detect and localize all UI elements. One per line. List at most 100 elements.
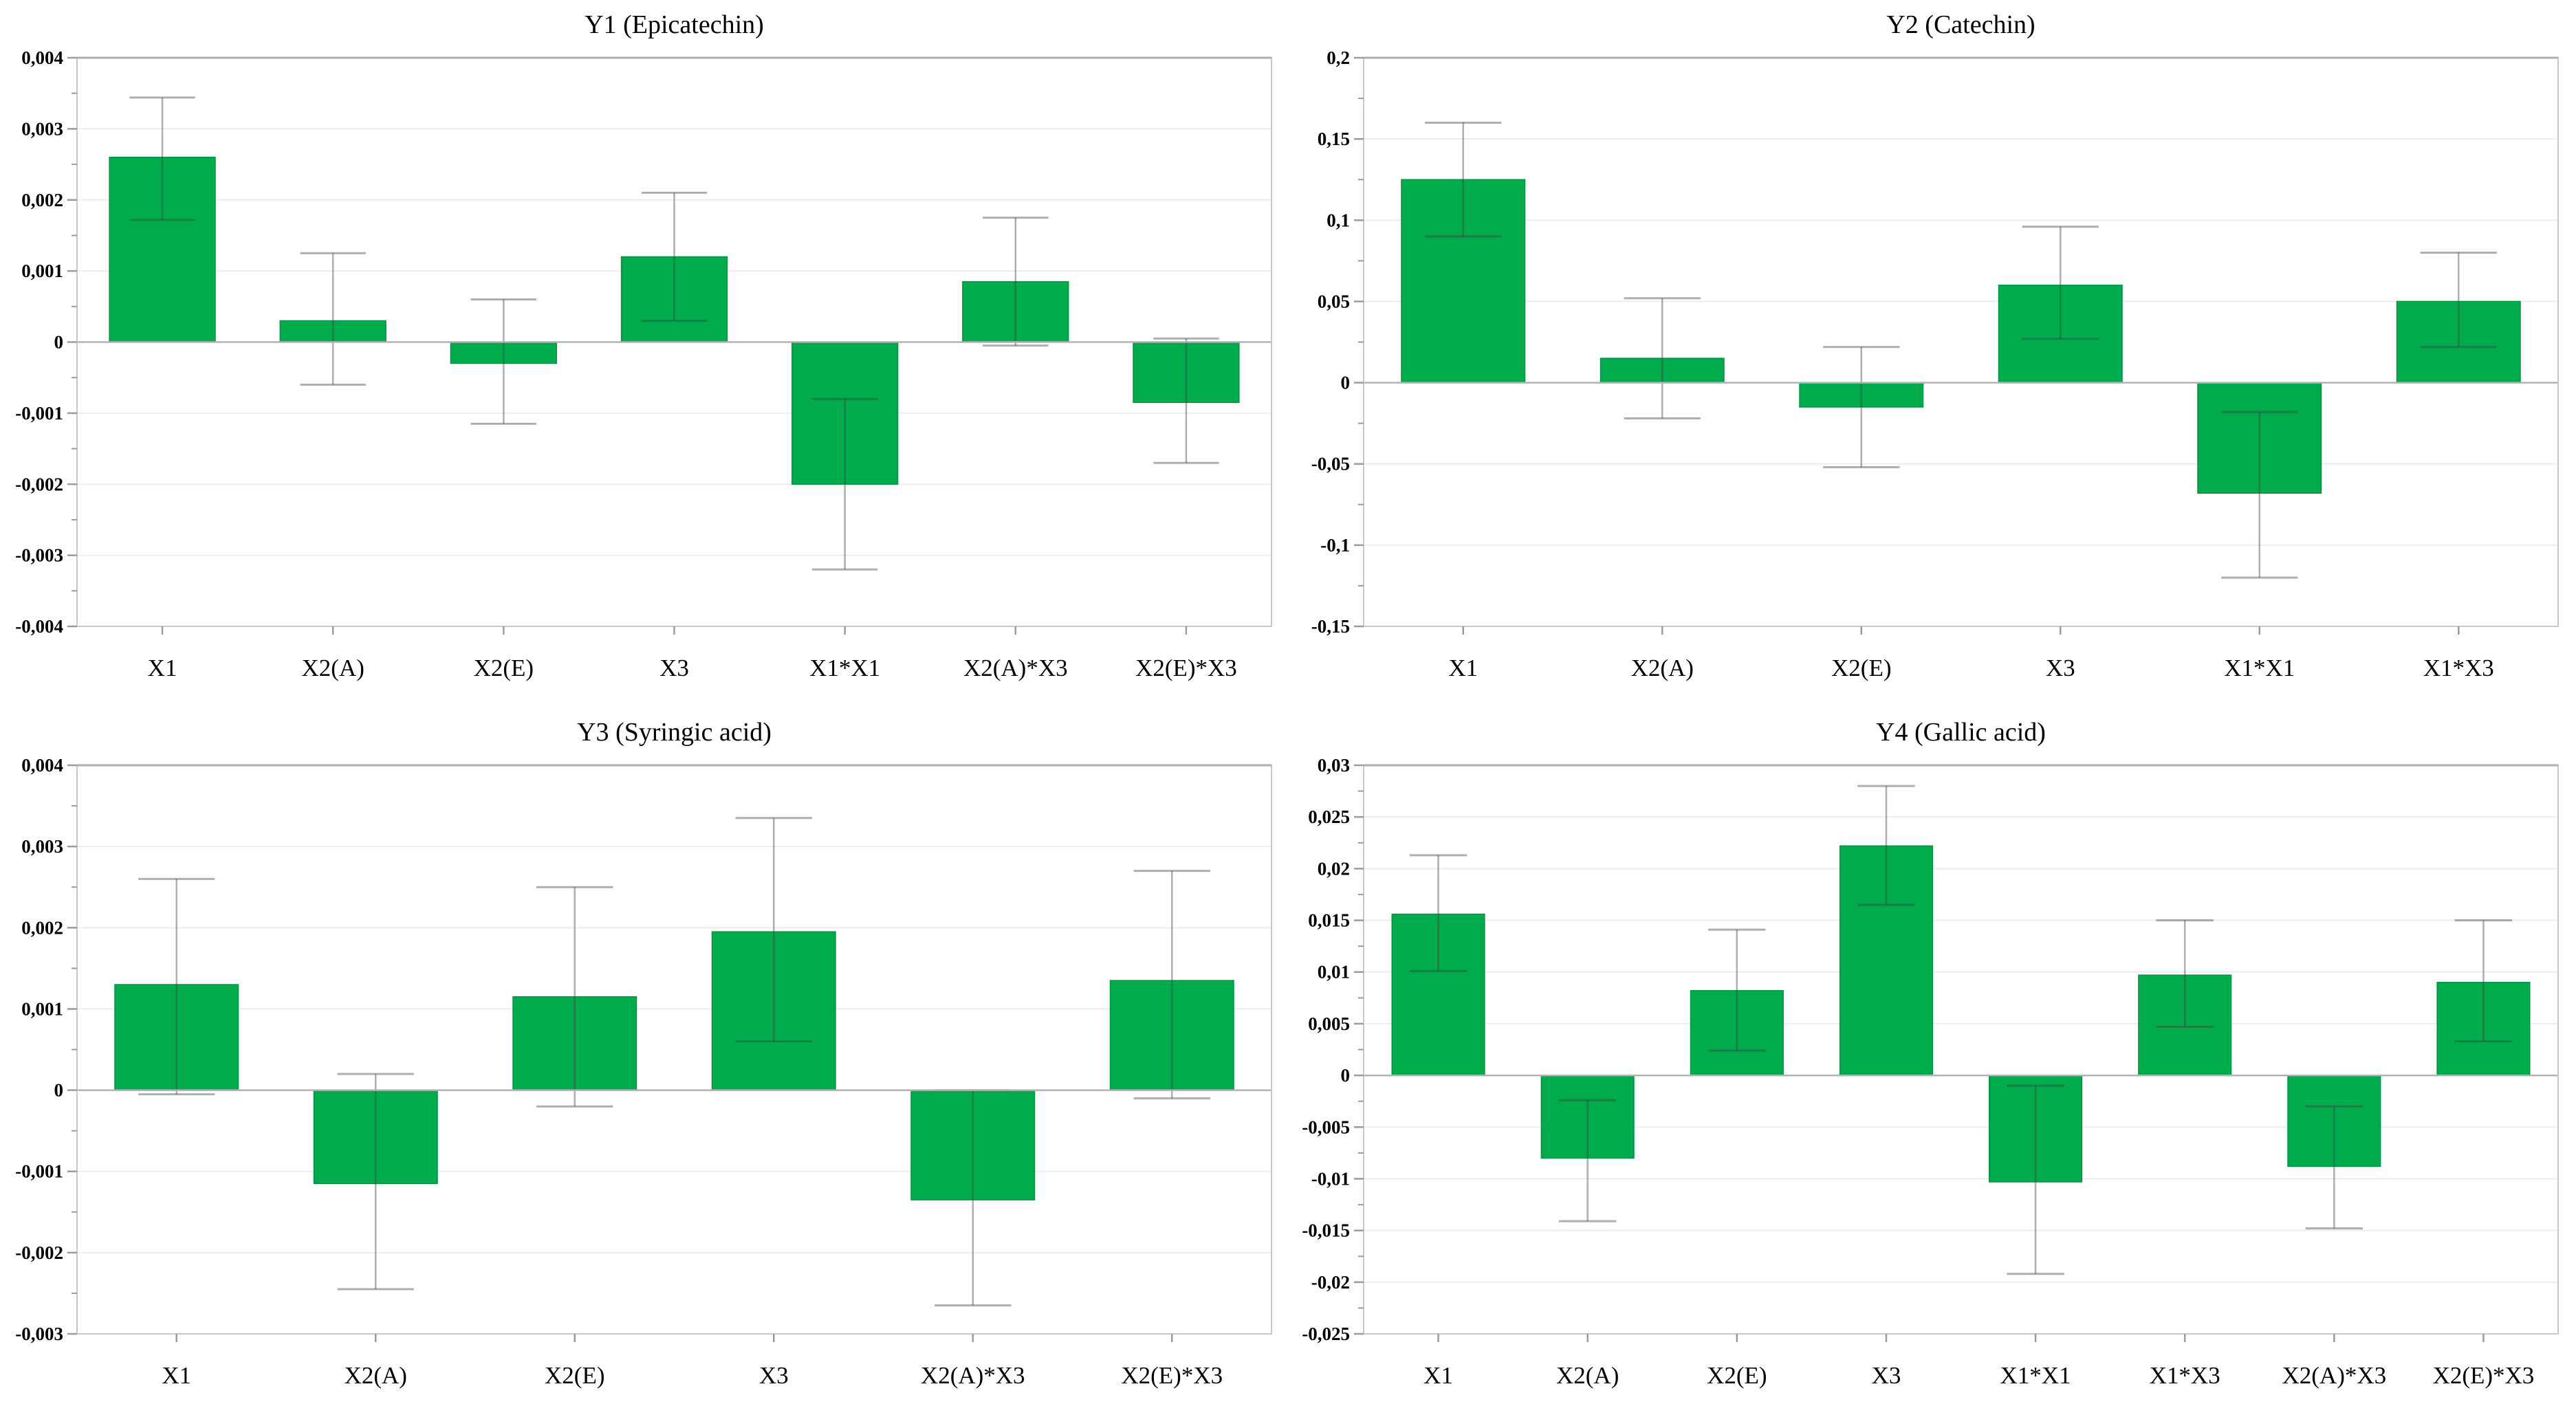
x-category-label: X2(E) <box>1831 655 1891 681</box>
bar-X1*X3 <box>2138 974 2232 1076</box>
bar-X2(E)*X3 <box>2436 982 2531 1076</box>
error-bar-X2(E) <box>1708 928 1766 1052</box>
bar-X1*X1 <box>1989 1075 2083 1183</box>
chart-canvas: 0,004 0,003 0,002 0,001 0 -0,001 -0,002 -0,003 -… <box>6 4 1284 703</box>
bar-X1*X1 <box>791 341 899 485</box>
y-tick-label: 0 <box>1341 1065 1351 1086</box>
x-category-label: X3 <box>2046 655 2075 681</box>
bar-X2(A)*X3 <box>962 281 1069 343</box>
y-tick-label: 0,002 <box>21 917 63 938</box>
chart-panel-y1-epicatechin: Y1 (Epicatechin) 0,004 0,003 0,002 0,001 0 -0… <box>6 4 1284 703</box>
x-category-label: X2(A) <box>1556 1362 1619 1389</box>
y-tick-label: 0,2 <box>1327 47 1350 68</box>
bar-X2(E) <box>1799 382 1924 408</box>
bar-X2(E) <box>512 996 637 1091</box>
error-bar-X2(E) <box>1823 346 1900 468</box>
y-tick-label: -0,1 <box>1320 535 1350 556</box>
y-tick-label: -0,002 <box>15 474 63 494</box>
chart-canvas: 0,2 0,15 0,1 0,05 0 -0,05 -0,1 -0,15 X1 X2(A) X2(E… <box>1292 4 2570 703</box>
y-tick-label: -0,015 <box>1302 1220 1350 1241</box>
x-category-label: X2(A)*X3 <box>921 1362 1025 1389</box>
error-bar-X1*X3 <box>2156 919 2214 1028</box>
y-tick-label: -0,01 <box>1311 1168 1350 1189</box>
y-tick-label: -0,004 <box>15 616 63 637</box>
y-tick-label: 0 <box>1341 373 1351 393</box>
error-bar-X2(A) <box>1624 297 1701 420</box>
x-category-label: X2(E) <box>474 655 534 681</box>
error-bar-X2(A) <box>337 1073 414 1291</box>
y-tick-label: 0 <box>54 1080 64 1101</box>
y-tick-label: -0,003 <box>15 545 63 566</box>
x-category-label: X2(E) <box>1707 1362 1767 1389</box>
error-bar-X1 <box>1425 122 1502 238</box>
y-tick-label: -0,05 <box>1311 454 1350 474</box>
error-bar-X2(A)*X3 <box>2305 1105 2364 1230</box>
bar-X1 <box>114 984 239 1091</box>
error-bar-X2(E) <box>536 886 613 1108</box>
y-tick-label: -0,001 <box>15 403 63 424</box>
bar-X1 <box>109 156 216 343</box>
bar-X2(A) <box>313 1089 438 1185</box>
y-tick-label: -0,002 <box>15 1242 63 1263</box>
x-category-label: X1 <box>148 655 177 681</box>
y-tick-label: 0,15 <box>1318 129 1350 149</box>
error-bar-X1*X3 <box>2420 252 2497 349</box>
y-tick-label: 0,004 <box>21 755 63 776</box>
x-category-label: X1*X3 <box>2150 1362 2220 1389</box>
bar-X3 <box>1839 845 1933 1076</box>
bar-X1 <box>1401 179 1526 384</box>
bar-X2(A) <box>279 320 386 343</box>
bar-X2(A) <box>1540 1075 1635 1159</box>
x-category-label: X3 <box>1872 1362 1901 1389</box>
x-category-label: X1 <box>162 1362 191 1389</box>
chart-canvas: 0,03 0,025 0,02 0,015 0,01 0,005 0 -0,005 -0,01 -… <box>1292 712 2570 1411</box>
y-tick-label: 0 <box>54 332 64 353</box>
bar-X3 <box>1998 285 2123 384</box>
bar-X2(E) <box>450 341 558 364</box>
chart-canvas: 0,004 0,003 0,002 0,001 0 -0,001 -0,002 -0,003 X… <box>6 712 1284 1411</box>
y-tick-label: 0,025 <box>1308 807 1350 827</box>
x-category-label: X2(A) <box>302 655 364 681</box>
bar-chart-svg: 0,03 0,025 0,02 0,015 0,01 0,005 0 -0,005 -0,01 -… <box>1302 755 2559 1389</box>
bar-X3 <box>711 931 836 1091</box>
x-category-label: X2(E)*X3 <box>1121 1362 1223 1389</box>
error-bar-X1 <box>138 877 215 1095</box>
x-category-label: X1 <box>1423 1362 1453 1389</box>
plot-border <box>1363 765 2559 1335</box>
chart-panel-y2-catechin: Y2 (Catechin) 0,2 0,15 0,1 0,05 0 -0,05 -0,1 -0… <box>1292 4 2570 703</box>
error-bar-X1*X1 <box>2221 410 2298 579</box>
y-tick-label: 0,03 <box>1318 755 1350 776</box>
error-bar-X1*X1 <box>811 397 878 571</box>
error-bar-X3 <box>2022 226 2099 340</box>
error-bar-X2(E)*X3 <box>1133 870 1210 1099</box>
x-category-label: X2(E)*X3 <box>2433 1362 2535 1389</box>
y-tick-label: -0,001 <box>15 1161 63 1182</box>
x-category-label: X1*X1 <box>2224 655 2295 681</box>
y-tick-label: 0,05 <box>1318 291 1350 311</box>
x-category-label: X2(A)*X3 <box>963 655 1068 681</box>
y-tick-label: 0,005 <box>1308 1013 1350 1034</box>
error-bar-X2(E)*X3 <box>1153 337 1219 464</box>
bar-X2(E) <box>1690 990 1784 1076</box>
bar-X1*X1 <box>2197 382 2322 494</box>
error-bar-X2(E)*X3 <box>2454 919 2513 1042</box>
error-bar-X3 <box>735 817 812 1043</box>
x-category-label: X3 <box>659 655 689 681</box>
bar-X1 <box>1391 913 1485 1076</box>
error-bar-X2(A) <box>1558 1099 1617 1222</box>
y-tick-label: 0,001 <box>21 998 63 1019</box>
error-bar-X1*X1 <box>2007 1084 2064 1275</box>
x-category-label: X1*X1 <box>809 655 880 681</box>
y-tick-label: 0,004 <box>21 47 63 68</box>
error-bar-X1 <box>1409 854 1467 972</box>
chart-panel-y3-syringic-acid: Y3 (Syringic acid) 0,004 0,003 0,002 0,001 0… <box>6 712 1284 1411</box>
y-tick-label: 0,003 <box>21 836 63 857</box>
bar-X2(E)*X3 <box>1109 980 1234 1091</box>
bar-X1*X3 <box>2396 300 2521 384</box>
error-bar-X1 <box>129 96 195 221</box>
y-tick-label: 0,015 <box>1308 910 1350 931</box>
error-bar-X3 <box>1857 785 1915 906</box>
y-tick-label: 0,1 <box>1327 210 1350 230</box>
error-bar-X2(A) <box>300 252 366 386</box>
